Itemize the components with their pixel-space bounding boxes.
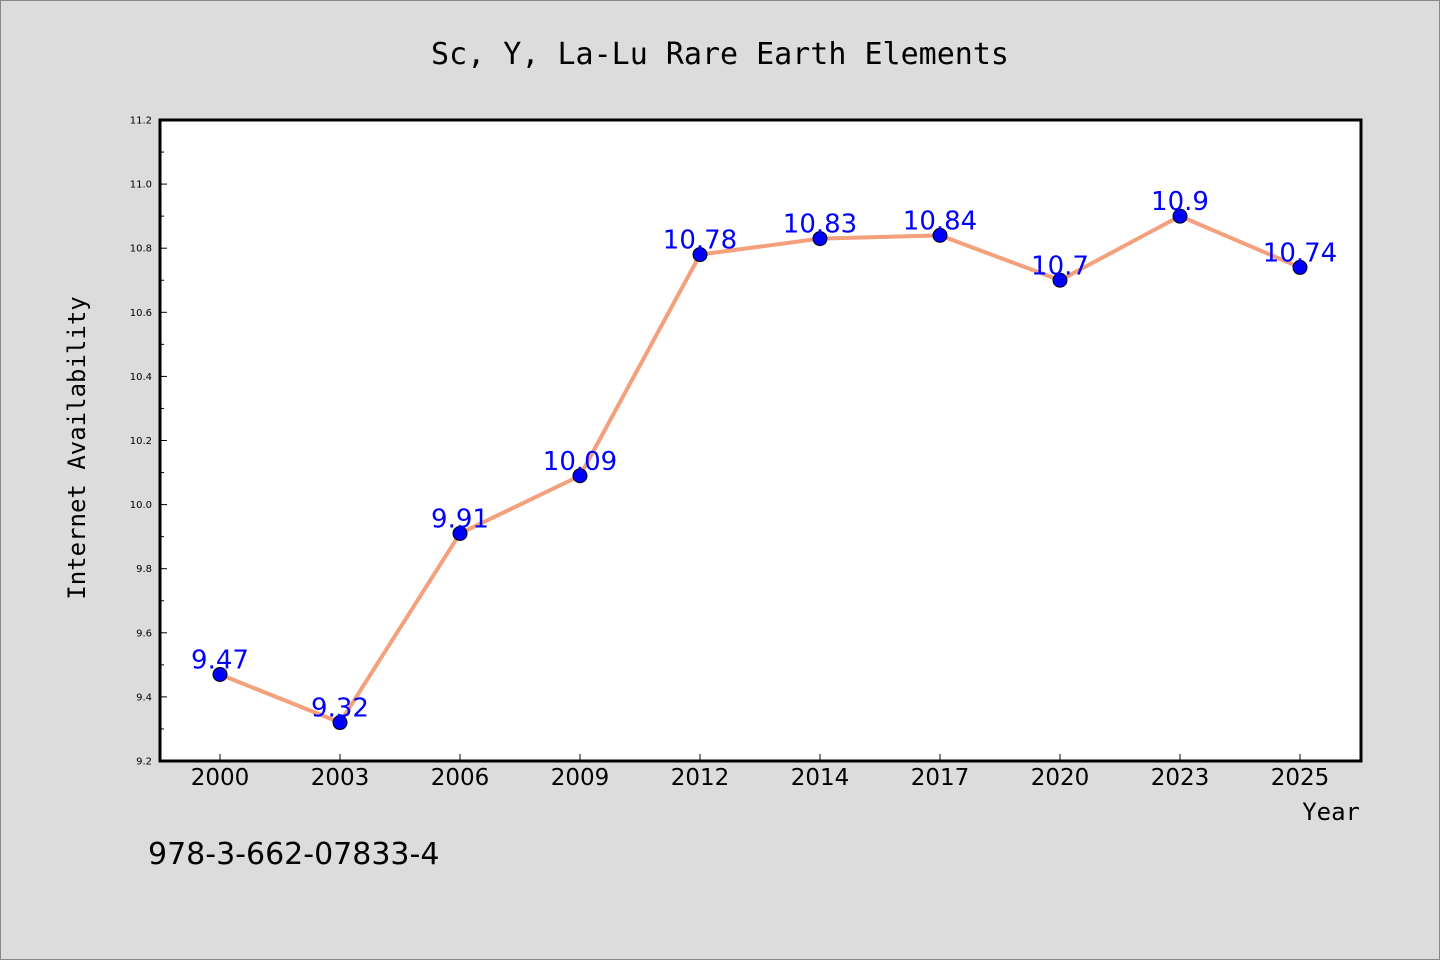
data-labels: 9.47 9.32 9.91 10.09 10.78 10.83 10.84 10.7 10.9… bbox=[191, 187, 1337, 723]
x-tick-label: 2017 bbox=[911, 765, 970, 791]
y-tick-label: 9.8 bbox=[136, 564, 152, 575]
isbn-annotation: 978-3-662-07833-4 bbox=[148, 837, 439, 872]
data-point bbox=[212, 666, 228, 682]
data-label: 10.7 bbox=[1031, 251, 1089, 281]
x-tick-label: 2009 bbox=[551, 765, 610, 791]
data-label: 10.09 bbox=[543, 447, 617, 477]
data-point bbox=[932, 227, 948, 243]
y-tick-label: 10.2 bbox=[130, 436, 152, 447]
y-tick-label: 9.6 bbox=[136, 628, 152, 639]
data-point bbox=[1172, 208, 1188, 224]
y-tick-label: 10.6 bbox=[130, 308, 152, 319]
x-tick-label: 2023 bbox=[1151, 765, 1210, 791]
data-label: 10.83 bbox=[783, 210, 857, 240]
x-tick-label: 2006 bbox=[431, 765, 490, 791]
y-tick-label: 10.0 bbox=[130, 500, 152, 511]
data-label: 10.78 bbox=[663, 226, 737, 256]
data-point bbox=[812, 231, 828, 247]
data-label: 9.32 bbox=[311, 694, 369, 724]
data-point bbox=[692, 247, 708, 263]
x-axis: 2000 2003 2006 2009 2012 2014 2017 2020 2023 2025 bbox=[191, 754, 1330, 791]
series-markers bbox=[212, 208, 1308, 731]
data-label: 9.47 bbox=[191, 645, 249, 675]
y-tick-label: 9.2 bbox=[136, 757, 152, 768]
data-point bbox=[1292, 259, 1308, 275]
data-label: 10.9 bbox=[1151, 187, 1209, 217]
y-tick-label: 10.8 bbox=[130, 244, 152, 255]
data-point bbox=[452, 525, 468, 541]
x-tick-label: 2000 bbox=[191, 765, 250, 791]
data-label: 9.91 bbox=[431, 504, 489, 534]
x-tick-label: 2003 bbox=[311, 765, 370, 791]
data-point bbox=[1052, 272, 1068, 288]
chart-title: Sc, Y, La-Lu Rare Earth Elements bbox=[431, 37, 1009, 72]
y-tick-label: 10.4 bbox=[130, 372, 152, 383]
data-label: 10.74 bbox=[1263, 238, 1337, 268]
x-tick-label: 2012 bbox=[671, 765, 730, 791]
plot-frame bbox=[158, 118, 1363, 763]
x-tick-label: 2025 bbox=[1271, 765, 1330, 791]
data-point bbox=[572, 468, 588, 484]
x-axis-label: Year bbox=[1302, 798, 1360, 826]
x-tick-label: 2014 bbox=[791, 765, 850, 791]
y-tick-label: 11.2 bbox=[130, 116, 152, 127]
y-tick-label: 9.4 bbox=[136, 692, 152, 703]
data-point bbox=[332, 715, 348, 731]
series-line bbox=[219, 214, 1301, 725]
x-tick-label: 2020 bbox=[1031, 765, 1090, 791]
y-tick-label: 11.0 bbox=[130, 180, 152, 191]
data-label: 10.84 bbox=[903, 206, 977, 236]
y-axis-label: Internet Availability bbox=[63, 296, 91, 599]
